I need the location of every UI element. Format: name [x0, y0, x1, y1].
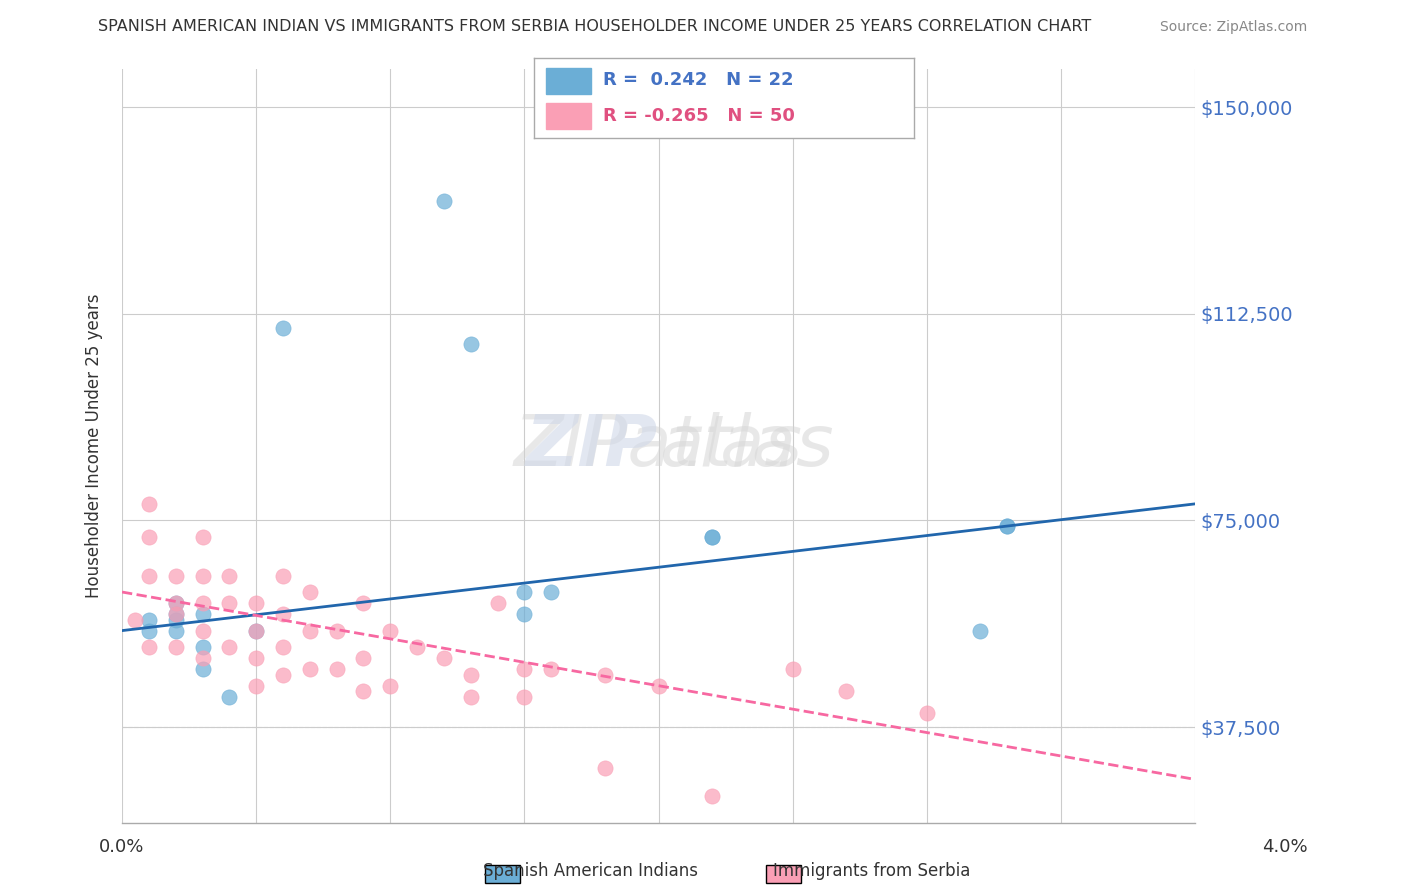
Text: R = -0.265   N = 50: R = -0.265 N = 50 [603, 107, 794, 125]
Text: 4.0%: 4.0% [1263, 838, 1308, 855]
Point [218, 596, 240, 610]
Point [138, 640, 160, 654]
Text: Source: ZipAtlas.com: Source: ZipAtlas.com [1160, 21, 1308, 34]
Point [353, 651, 375, 665]
Point [218, 568, 240, 582]
Point [165, 596, 187, 610]
Point [191, 624, 214, 638]
Point [513, 690, 536, 704]
Bar [546, 103, 591, 128]
Point [138, 497, 160, 511]
Point [191, 568, 214, 582]
Point [647, 679, 669, 693]
Text: R =  0.242   N = 22: R = 0.242 N = 22 [603, 71, 793, 89]
Point [593, 761, 616, 775]
Point [380, 679, 402, 693]
Point [325, 624, 347, 638]
Point [486, 596, 509, 610]
Point [835, 684, 858, 698]
Point [165, 613, 187, 627]
Point [995, 519, 1018, 533]
Point [191, 651, 214, 665]
Point [271, 607, 294, 621]
Point [138, 530, 160, 544]
Point [460, 667, 482, 681]
Text: Spanish American Indians: Spanish American Indians [484, 862, 697, 880]
Point [165, 568, 187, 582]
Point [702, 530, 724, 544]
Point [191, 662, 214, 676]
Text: SPANISH AMERICAN INDIAN VS IMMIGRANTS FROM SERBIA HOUSEHOLDER INCOME UNDER 25 YE: SPANISH AMERICAN INDIAN VS IMMIGRANTS FR… [98, 20, 1091, 34]
Point [513, 585, 536, 599]
Point [782, 662, 804, 676]
Point [191, 640, 214, 654]
Text: atlas: atlas [658, 411, 834, 481]
Point [915, 706, 938, 721]
Point [245, 651, 267, 665]
Point [165, 607, 187, 621]
Point [969, 624, 991, 638]
Point [433, 194, 456, 208]
Point [191, 530, 214, 544]
Point [540, 662, 562, 676]
Point [165, 640, 187, 654]
Point [995, 519, 1018, 533]
Point [138, 613, 160, 627]
Point [298, 585, 321, 599]
Point [271, 320, 294, 334]
Point [218, 640, 240, 654]
Point [271, 667, 294, 681]
Point [460, 337, 482, 351]
Point [702, 789, 724, 803]
Point [353, 596, 375, 610]
Point [271, 640, 294, 654]
Point [513, 607, 536, 621]
Point [593, 667, 616, 681]
Point [353, 684, 375, 698]
Y-axis label: Householder Income Under 25 years: Householder Income Under 25 years [86, 293, 103, 599]
Point [380, 624, 402, 638]
Point [245, 596, 267, 610]
Text: ZIPatlas: ZIPatlas [515, 411, 803, 481]
Point [460, 690, 482, 704]
Text: Immigrants from Serbia: Immigrants from Serbia [773, 862, 970, 880]
Point [433, 651, 456, 665]
Point [513, 662, 536, 676]
Point [540, 585, 562, 599]
Point [138, 568, 160, 582]
Point [124, 613, 146, 627]
Text: ZIPat: ZIPat [565, 411, 752, 481]
Point [165, 607, 187, 621]
Point [245, 679, 267, 693]
Point [138, 624, 160, 638]
Point [245, 624, 267, 638]
Point [406, 640, 429, 654]
Point [325, 662, 347, 676]
Bar [546, 69, 591, 95]
Point [298, 624, 321, 638]
Point [218, 690, 240, 704]
Text: 0.0%: 0.0% [98, 838, 143, 855]
Text: ZIP: ZIP [526, 411, 658, 481]
Point [165, 596, 187, 610]
Point [191, 596, 214, 610]
Point [298, 662, 321, 676]
Point [702, 530, 724, 544]
Point [271, 568, 294, 582]
Point [165, 624, 187, 638]
Point [245, 624, 267, 638]
Point [191, 607, 214, 621]
